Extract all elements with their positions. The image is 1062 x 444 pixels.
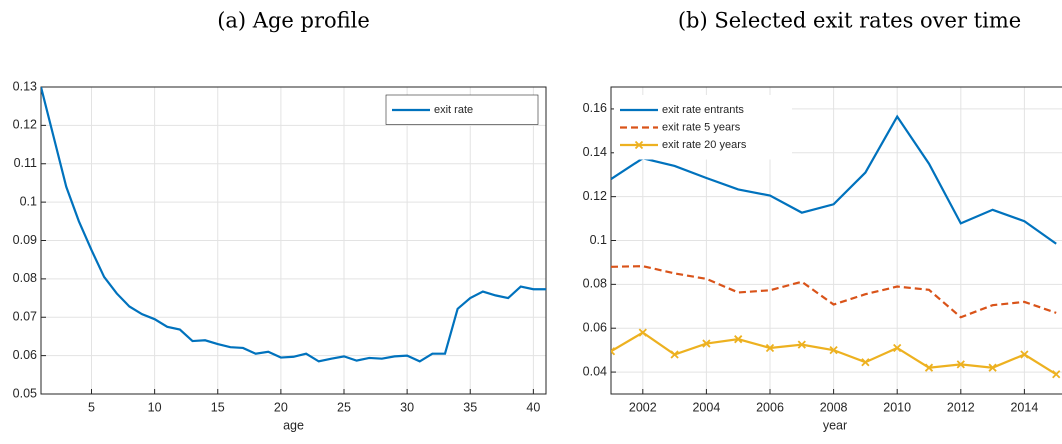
- y-tick-label: 0.08: [583, 277, 607, 291]
- x-tick-label: 30: [400, 400, 414, 414]
- y-tick-label: 0.08: [13, 271, 37, 285]
- legend-label: exit rate 20 years: [662, 139, 747, 151]
- marker: [734, 335, 743, 344]
- x-tick-label: 20: [274, 400, 288, 414]
- x-tick-label: 2008: [820, 400, 848, 414]
- x-tick-label: 40: [526, 400, 540, 414]
- x-tick-label: 2004: [692, 400, 720, 414]
- marker: [861, 358, 870, 367]
- x-axis-label: year: [823, 418, 847, 432]
- y-tick-label: 0.07: [13, 310, 37, 324]
- marker: [611, 347, 616, 356]
- marker: [1052, 370, 1061, 379]
- x-tick-label: 2002: [629, 400, 657, 414]
- legend-marker: [634, 140, 644, 150]
- y-tick-label: 0.04: [583, 364, 607, 378]
- marker: [702, 339, 711, 348]
- marker: [893, 343, 902, 353]
- x-tick-label: 2006: [756, 400, 784, 414]
- x-tick-label: 2010: [883, 400, 911, 414]
- y-tick-label: 0.05: [13, 386, 37, 400]
- x-tick-label: 25: [337, 400, 351, 414]
- y-tick-label: 0.09: [13, 233, 37, 247]
- marker: [956, 360, 965, 369]
- y-tick-label: 0.12: [13, 118, 37, 132]
- marker: [765, 343, 775, 353]
- y-tick-label: 0.1: [20, 194, 37, 208]
- legend-label: exit rate 5 years: [662, 121, 741, 133]
- y-tick-label: 0.14: [583, 145, 607, 159]
- legend-label: exit rate entrants: [662, 104, 744, 116]
- series-line: [41, 87, 546, 363]
- y-tick-label: 0.16: [583, 101, 607, 115]
- y-tick-label: 0.13: [13, 79, 37, 93]
- x-tick-label: 2012: [947, 400, 975, 414]
- axes-box: [610, 86, 1062, 395]
- marker: [1020, 350, 1029, 359]
- y-tick-label: 0.06: [583, 321, 607, 335]
- x-tick-label: 2014: [1010, 400, 1038, 414]
- marker: [797, 340, 806, 349]
- series-line: [611, 265, 1057, 319]
- x-axis-label: age: [283, 418, 304, 432]
- chart-title: (a) Age profile: [217, 9, 370, 33]
- y-tick-label: 0.12: [583, 189, 607, 203]
- x-tick-label: 15: [211, 400, 225, 414]
- marker: [670, 350, 679, 359]
- marker: [829, 346, 838, 355]
- x-tick-label: 10: [148, 400, 162, 414]
- y-tick-label: 0.11: [14, 156, 37, 170]
- marker: [638, 328, 647, 337]
- marker: [988, 363, 997, 372]
- x-tick-label: 35: [463, 400, 477, 414]
- marker: [924, 363, 934, 372]
- x-tick-label: 5: [88, 400, 95, 414]
- y-tick-label: 0.1: [590, 233, 607, 247]
- axes-box: [40, 86, 547, 395]
- chart-title: (b) Selected exit rates over time: [678, 9, 1021, 33]
- series-line: [611, 114, 1057, 245]
- legend-label: exit rate: [434, 104, 473, 116]
- y-tick-label: 0.06: [13, 348, 37, 362]
